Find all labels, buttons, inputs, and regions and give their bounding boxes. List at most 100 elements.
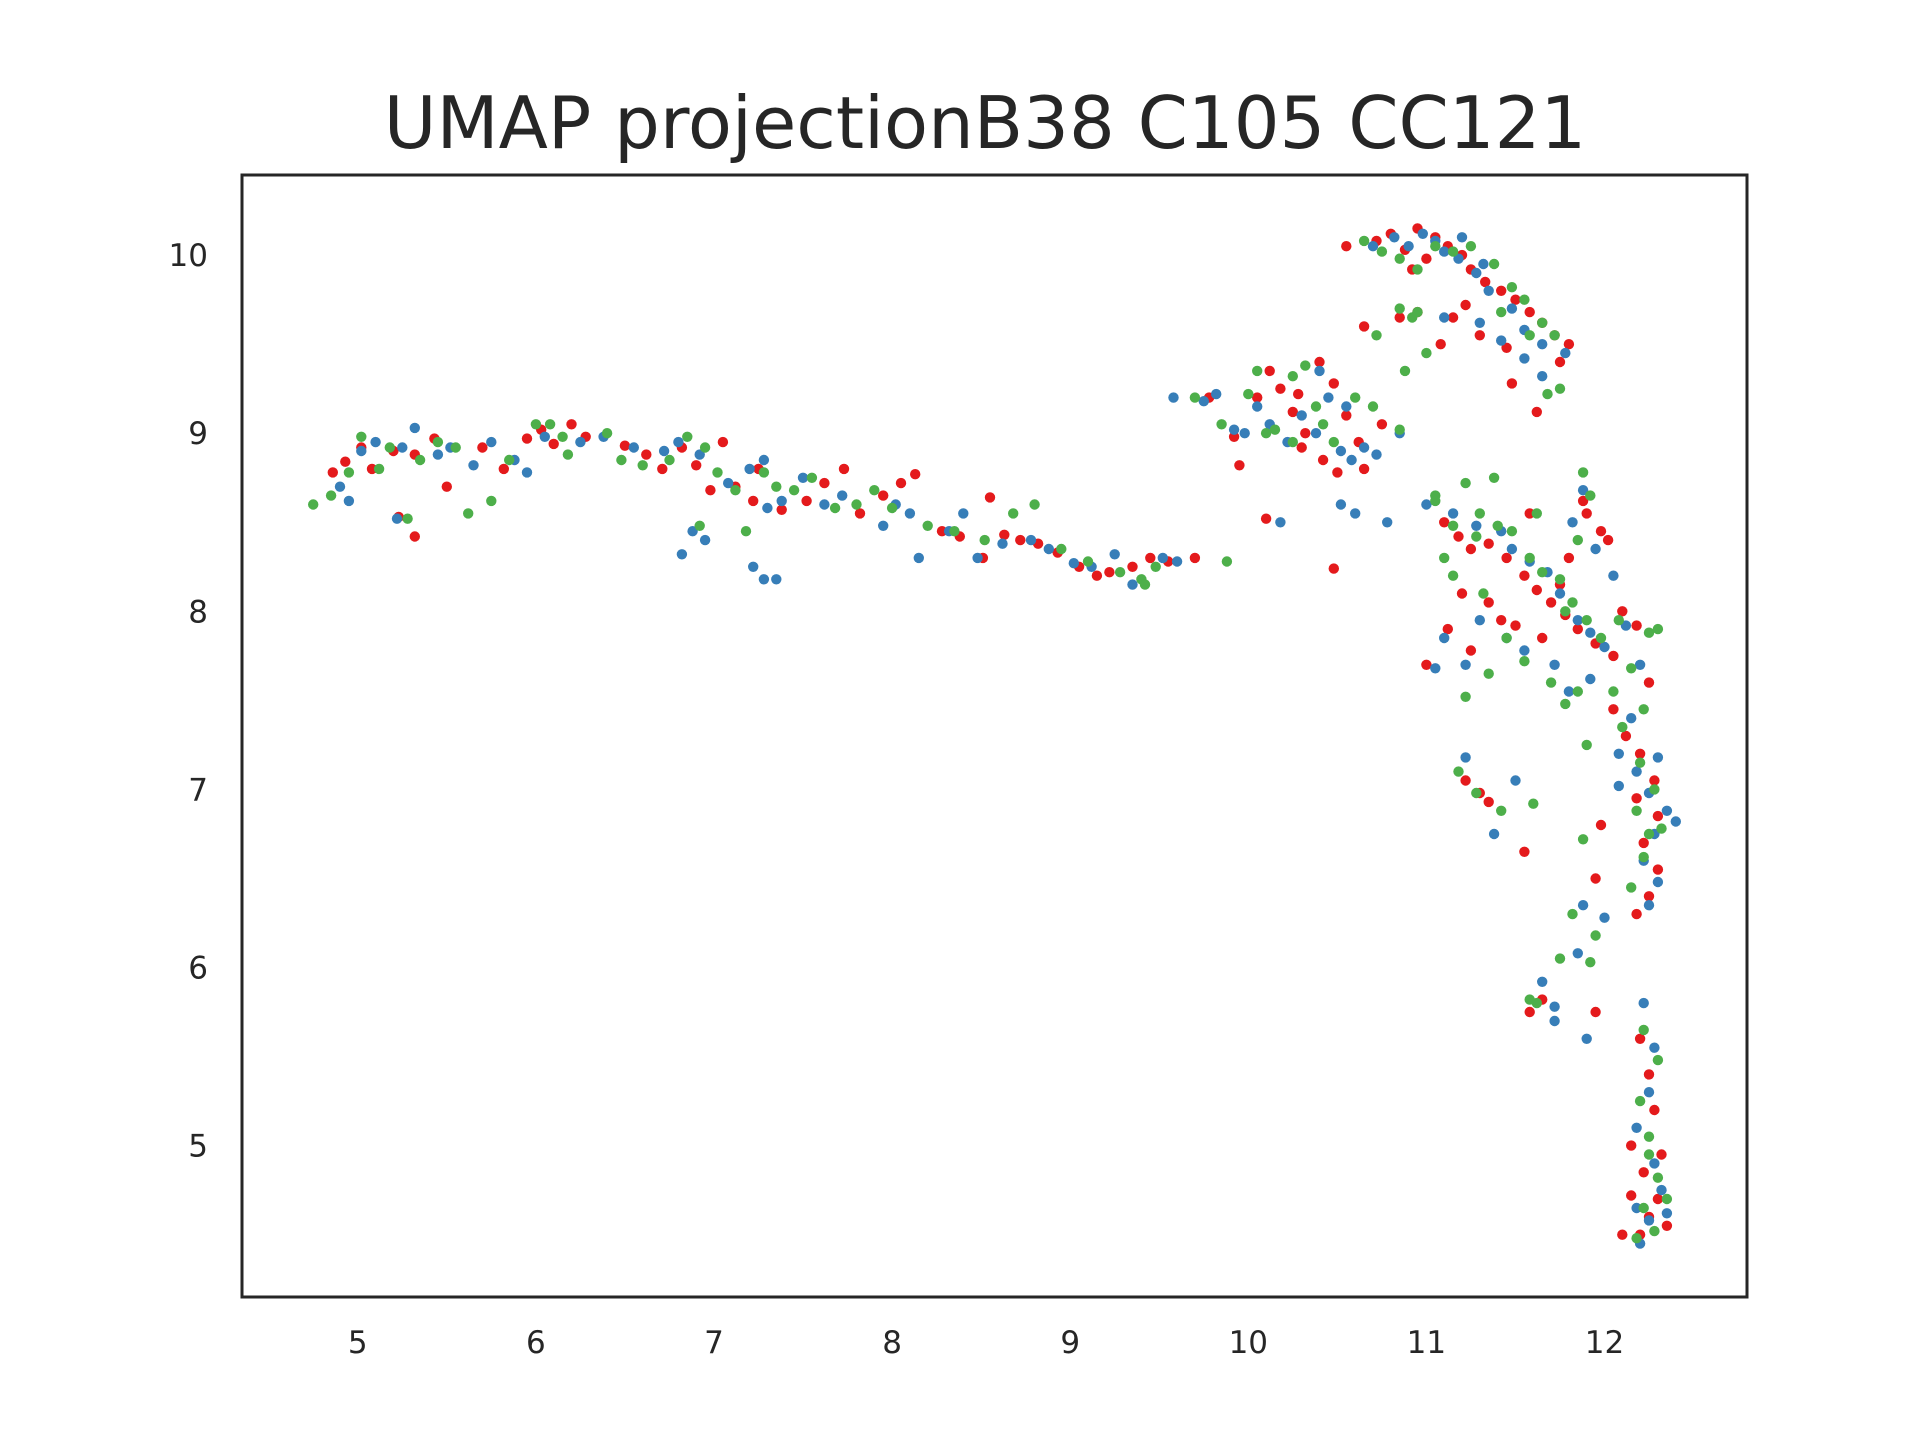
scatter-point-s0-126: [1631, 793, 1642, 804]
scatter-point-s2-143: [1460, 477, 1471, 489]
scatter-point-s2-131: [1638, 1024, 1649, 1036]
scatter-point-s0-93: [1341, 241, 1352, 252]
scatter-point-s2-138: [1631, 1233, 1642, 1244]
scatter-point-s2-94: [1478, 588, 1489, 599]
scatter-point-s2-120: [1453, 766, 1464, 777]
scatter-point-s0-101: [1545, 597, 1557, 608]
scatter-point-s1-148: [1613, 780, 1625, 792]
scatter-point-s0-95: [1453, 531, 1464, 542]
scatter-point-s2-92: [1595, 632, 1607, 644]
scatter-point-s1-90: [1456, 232, 1468, 243]
scatter-point-s1-85: [1496, 335, 1507, 346]
scatter-point-s2-91: [1581, 615, 1592, 626]
scatter-point-s0-132: [1460, 775, 1471, 786]
scatter-point-s2-60: [1287, 436, 1299, 448]
scatter-point-s1-31: [758, 574, 770, 585]
scatter-point-s1-43: [1043, 543, 1055, 555]
scatter-point-s1-93: [1447, 508, 1459, 519]
scatter-point-s1-60: [1323, 392, 1334, 403]
x-tick-label: 9: [1060, 1325, 1080, 1361]
scatter-point-s1-136: [1649, 1042, 1660, 1053]
scatter-point-s2-74: [1542, 388, 1553, 400]
scatter-point-s1-139: [1649, 1158, 1660, 1169]
scatter-point-s1-102: [1599, 641, 1610, 653]
scatter-point-s2-116: [1643, 828, 1655, 840]
scatter-point-s0-110: [1442, 623, 1454, 635]
scatter-point-s2-93: [1447, 570, 1459, 581]
scatter-point-s0-53: [1264, 365, 1275, 377]
scatter-point-s0-111: [1465, 645, 1477, 656]
scatter-point-s0-138: [1524, 1006, 1535, 1018]
scatter-point-s2-53: [1300, 360, 1311, 371]
scatter-point-s2-47: [1189, 392, 1201, 403]
scatter-point-s0-116: [1595, 526, 1607, 537]
scatter-point-s1-115: [1608, 570, 1619, 581]
scatter-point-s2-63: [1376, 246, 1388, 257]
scatter-point-s1-40: [972, 552, 983, 564]
scatter-point-s1-92: [1421, 499, 1432, 510]
scatter-point-s0-64: [1376, 419, 1388, 430]
scatter-point-s2-67: [1447, 246, 1459, 257]
scatter-point-s1-137: [1643, 1087, 1655, 1098]
scatter-point-s2-77: [1394, 303, 1405, 314]
scatter-point-s2-65: [1412, 264, 1423, 275]
scatter-point-s1-113: [1567, 517, 1578, 528]
scatter-point-s0-105: [1608, 650, 1619, 662]
scatter-point-s1-12: [521, 467, 533, 478]
scatter-point-s2-73: [1549, 330, 1560, 341]
scatter-point-s0-140: [1590, 1006, 1601, 1018]
scatter-point-s1-111: [1430, 663, 1441, 674]
scatter-point-s0-134: [1483, 796, 1494, 808]
scatter-point-s2-139: [1661, 1193, 1673, 1205]
scatter-point-s2-111: [1638, 704, 1649, 715]
scatter-point-s0-124: [1634, 748, 1646, 759]
scatter-point-s2-85: [1492, 520, 1503, 531]
scatter-point-s2-134: [1643, 1131, 1655, 1142]
scatter-point-s0-127: [1652, 810, 1664, 822]
scatter-point-s2-112: [1617, 721, 1628, 733]
scatter-point-s2-129: [1585, 957, 1596, 968]
y-tick-label: 6: [188, 951, 208, 987]
scatter-point-s1-73: [1403, 241, 1414, 252]
scatter-point-s0-128: [1638, 837, 1649, 849]
scatter-point-s0-109: [1537, 632, 1548, 644]
scatter-point-s1-86: [1519, 353, 1530, 364]
scatter-point-s1-24: [744, 463, 755, 475]
scatter-point-s0-9: [409, 531, 420, 542]
scatter-point-s1-26: [762, 502, 773, 514]
scatter-point-s2-66: [1430, 241, 1441, 252]
scatter-point-s2-21: [682, 431, 693, 442]
scatter-point-s0-61: [1317, 454, 1329, 466]
scatter-point-s2-146: [1399, 365, 1411, 377]
points-layer: [308, 223, 1682, 1249]
scatter-point-s0-130: [1643, 891, 1655, 902]
scatter-point-s2-133: [1634, 1095, 1646, 1107]
scatter-point-s1-5: [409, 422, 420, 434]
scatter-point-s1-74: [1417, 228, 1429, 239]
scatter-point-s1-117: [1634, 659, 1646, 670]
scatter-point-s0-0: [327, 467, 338, 478]
scatter-point-s0-153: [1358, 321, 1370, 332]
scatter-point-s0-91: [1421, 253, 1432, 264]
scatter-point-s1-58: [1296, 410, 1307, 421]
scatter-point-s0-52: [1252, 392, 1263, 403]
scatter-point-s2-1: [325, 490, 337, 501]
plot-frame: [240, 173, 1749, 1299]
scatter-point-s0-44: [1091, 570, 1103, 581]
scatter-point-s2-76: [1371, 330, 1382, 341]
scatter-point-s0-47: [1145, 552, 1156, 564]
scatter-point-s1-114: [1590, 543, 1601, 555]
scatter-point-s0-119: [1617, 606, 1628, 617]
scatter-point-s2-45: [1221, 556, 1233, 567]
scatter-point-s2-72: [1537, 317, 1548, 328]
scatter-point-s2-3: [356, 431, 367, 442]
scatter-point-s2-0: [308, 499, 319, 510]
scatter-point-s0-115: [1577, 495, 1589, 507]
chart-title: UMAP projectionB38 C105 CC121: [384, 81, 1586, 165]
scatter-point-s0-40: [1015, 534, 1026, 546]
scatter-point-s2-62: [1358, 235, 1370, 247]
scatter-point-s1-96: [1506, 543, 1518, 555]
y-tick-label: 8: [188, 594, 208, 630]
scatter-point-s1-41: [997, 538, 1008, 549]
scatter-point-s1-39: [958, 508, 969, 519]
